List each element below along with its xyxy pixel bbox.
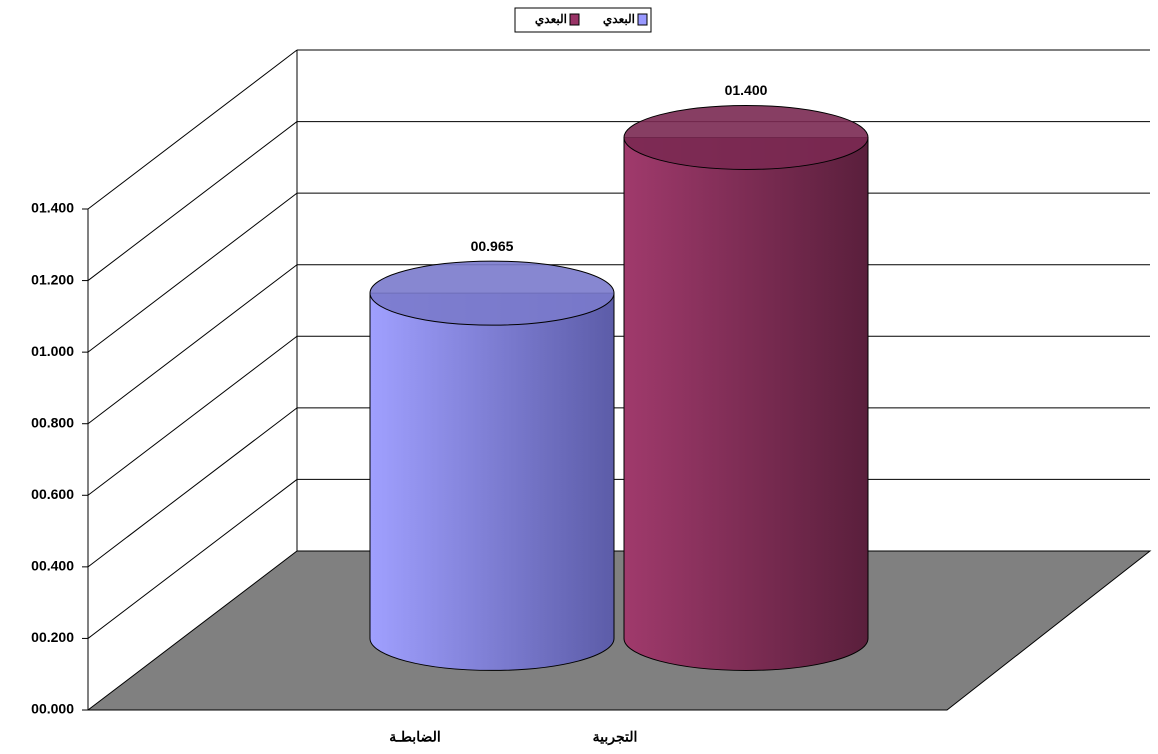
grid-line: [87, 192, 298, 353]
grid-line: [87, 479, 298, 639]
cylinder-body: [369, 292, 615, 671]
y-tick-label: 01.200: [31, 271, 74, 287]
value-label: 01.400: [725, 82, 768, 98]
grid-line: [87, 49, 298, 210]
y-tick-label: 00.200: [31, 629, 74, 645]
cylinder-top: [623, 104, 869, 170]
cylinder-top: [369, 260, 615, 326]
legend-label: البعدي: [603, 12, 635, 27]
y-tick-label: 00.800: [31, 414, 74, 430]
y-tick-label: 01.400: [31, 200, 74, 216]
y-tick-label: 00.600: [31, 486, 74, 502]
x-tick-label: التجربية: [593, 729, 638, 746]
value-label: 00.965: [471, 238, 514, 254]
x-tick-label: الضابطـة: [389, 729, 441, 745]
y-tick-label: 00.400: [31, 558, 74, 574]
legend-swatch: [569, 13, 580, 26]
cylinder-body: [623, 136, 869, 671]
y-tick-label: 00.000: [31, 701, 74, 717]
legend: [514, 7, 652, 33]
grid-line: [87, 407, 298, 568]
grid-line: [87, 121, 298, 281]
floor: [86, 550, 1152, 711]
legend-label: البعدي: [535, 12, 567, 27]
grid-line: [87, 335, 298, 496]
legend-swatch: [637, 13, 648, 26]
grid-line: [87, 264, 298, 425]
y-tick-label: 01.000: [31, 343, 74, 359]
